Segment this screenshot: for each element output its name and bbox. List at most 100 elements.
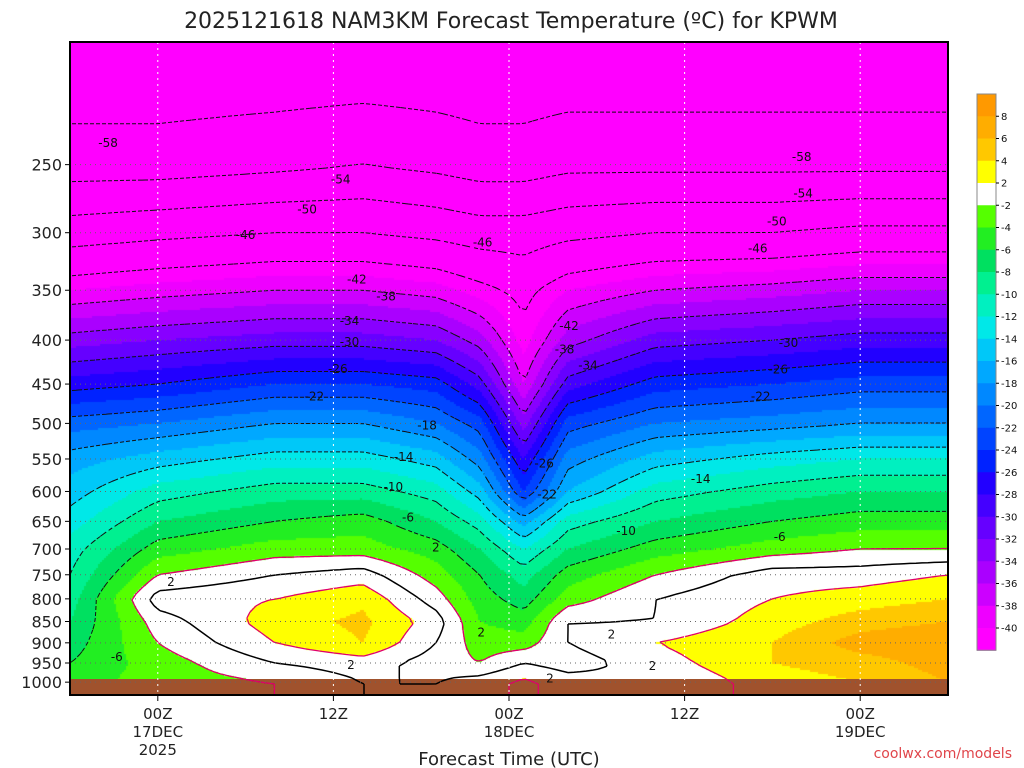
y-tick-label: 500 (31, 414, 62, 433)
isotherm-pink (131, 547, 948, 695)
colorbar-swatch (977, 138, 996, 162)
contour-label: -6 (402, 510, 414, 524)
y-tick-label: 650 (31, 512, 62, 531)
contour-label: -38 (376, 290, 396, 304)
colorbar-label: 2 (1001, 179, 1007, 190)
y-tick-label: 400 (31, 331, 62, 350)
isotherm--26 (70, 361, 948, 472)
contour-label: -26 (534, 457, 554, 471)
colorbar-label: -4 (1001, 223, 1011, 234)
contour-label: -26 (768, 363, 788, 377)
y-tick-label: 700 (31, 540, 62, 559)
colorbar-label: 4 (1001, 156, 1007, 167)
y-tick-label: 250 (31, 156, 62, 175)
colorbar-swatch (977, 316, 996, 340)
colorbar-label: -26 (1001, 468, 1017, 479)
colorbar-label: -32 (1001, 535, 1017, 546)
colorbar-swatch (977, 160, 996, 184)
contour-label: -14 (691, 472, 711, 486)
contour-label: -18 (417, 419, 437, 433)
colorbar-swatch (977, 539, 996, 562)
x-tick-label: 18DEC (484, 723, 535, 741)
contour-label: -54 (793, 186, 813, 200)
colorbar-label: -2 (1001, 201, 1011, 212)
y-tick-label: 550 (31, 450, 62, 469)
isotherm--30 (70, 332, 948, 442)
colorbar-label: -28 (1001, 490, 1017, 501)
contour-label: -10 (616, 524, 636, 538)
y-tick-label: 950 (31, 654, 62, 673)
plot-area: -58-54-50-46-46-42-38-34-30-26-22-18-14-… (70, 42, 948, 695)
contour-label: -34 (578, 358, 598, 372)
contour-label: -30 (340, 335, 360, 349)
x-tick-label: 19DEC (835, 723, 886, 741)
isotherm-0 (149, 561, 948, 695)
isotherm--46 (70, 225, 948, 256)
colorbar-swatch (977, 338, 996, 362)
isotherm--58 (70, 103, 948, 125)
colorbar-swatch (977, 405, 996, 429)
contour-label: -46 (236, 228, 256, 242)
isotherm--34 (70, 304, 948, 412)
contour-label: 2 (649, 659, 657, 673)
isotherm-pink (246, 574, 948, 695)
x-tick-label: 00Z (846, 705, 875, 723)
colorbar-label: -14 (1001, 334, 1017, 345)
contour-label: -30 (779, 336, 799, 350)
contour-label: -58 (792, 150, 812, 164)
colorbar-swatch (977, 605, 996, 629)
contour-label: -6 (111, 650, 123, 664)
isotherm--50 (70, 198, 948, 217)
colorbar-swatch (977, 294, 996, 317)
x-tick-label: 00Z (494, 705, 523, 723)
isotherm--42 (70, 251, 948, 311)
colorbar-label: -38 (1001, 601, 1017, 612)
x-tick-label: 2025 (139, 741, 177, 759)
y-tick-label: 300 (31, 224, 62, 243)
contour-label: -58 (98, 136, 118, 150)
colorbar-swatch (977, 583, 996, 607)
contour-label: 2 (608, 627, 616, 641)
contour-label: -42 (559, 319, 579, 333)
colorbar-label: -10 (1001, 290, 1017, 301)
y-tick-label: 850 (31, 612, 62, 631)
contour-label: -6 (774, 530, 786, 544)
contour-labels: -58-54-50-46-46-42-38-34-30-26-22-18-14-… (98, 136, 813, 685)
contour-label: -42 (347, 272, 367, 286)
contour-label: -54 (331, 172, 351, 186)
contour-label: -50 (767, 214, 787, 228)
chart-title: 2025121618 NAM3KM Forecast Temperature (… (184, 9, 838, 34)
colorbar-label: 8 (1001, 112, 1007, 123)
colorbar-swatch (977, 628, 996, 651)
colorbar: 8 6 4 2 -2 -4 -6 -8 -10 -12 -14 -16 -18 -20 -22 -24 -26 -… (976, 93, 1017, 651)
colorbar-swatch (977, 183, 996, 206)
contour-label: -46 (473, 236, 493, 250)
y-tick-label: 600 (31, 482, 62, 501)
isotherm-contours (70, 42, 948, 695)
y-tick-label: 1000 (21, 673, 62, 692)
colorbar-swatch (977, 249, 996, 273)
x-axis-label: Forecast Time (UTC) (418, 749, 599, 768)
y-tick-label: 350 (31, 281, 62, 300)
x-tick-label: 00Z (143, 705, 172, 723)
contour-label: -26 (328, 362, 348, 376)
contour-label: -14 (394, 450, 414, 464)
colorbar-swatch (977, 94, 996, 117)
colorbar-label: -18 (1001, 379, 1017, 390)
colorbar-label: -30 (1001, 512, 1017, 523)
y-tick-label: 900 (31, 634, 62, 653)
isotherm--14 (70, 446, 948, 537)
y-tick-label: 450 (31, 375, 62, 394)
colorbar-swatch (977, 516, 996, 540)
colorbar-label: -12 (1001, 312, 1017, 323)
colorbar-label: -24 (1001, 446, 1017, 457)
colorbar-swatch (977, 205, 996, 228)
y-axis: 250 300 350 400 450 500 550 600 650 700 750 800 850 9… (21, 156, 70, 692)
contour-label: 2 (432, 540, 440, 554)
x-tick-label: 17DEC (133, 723, 184, 741)
x-tick-label: 12Z (670, 705, 699, 723)
y-tick-label: 750 (31, 566, 62, 585)
colorbar-swatch (977, 561, 996, 584)
contour-label: -50 (297, 203, 317, 217)
